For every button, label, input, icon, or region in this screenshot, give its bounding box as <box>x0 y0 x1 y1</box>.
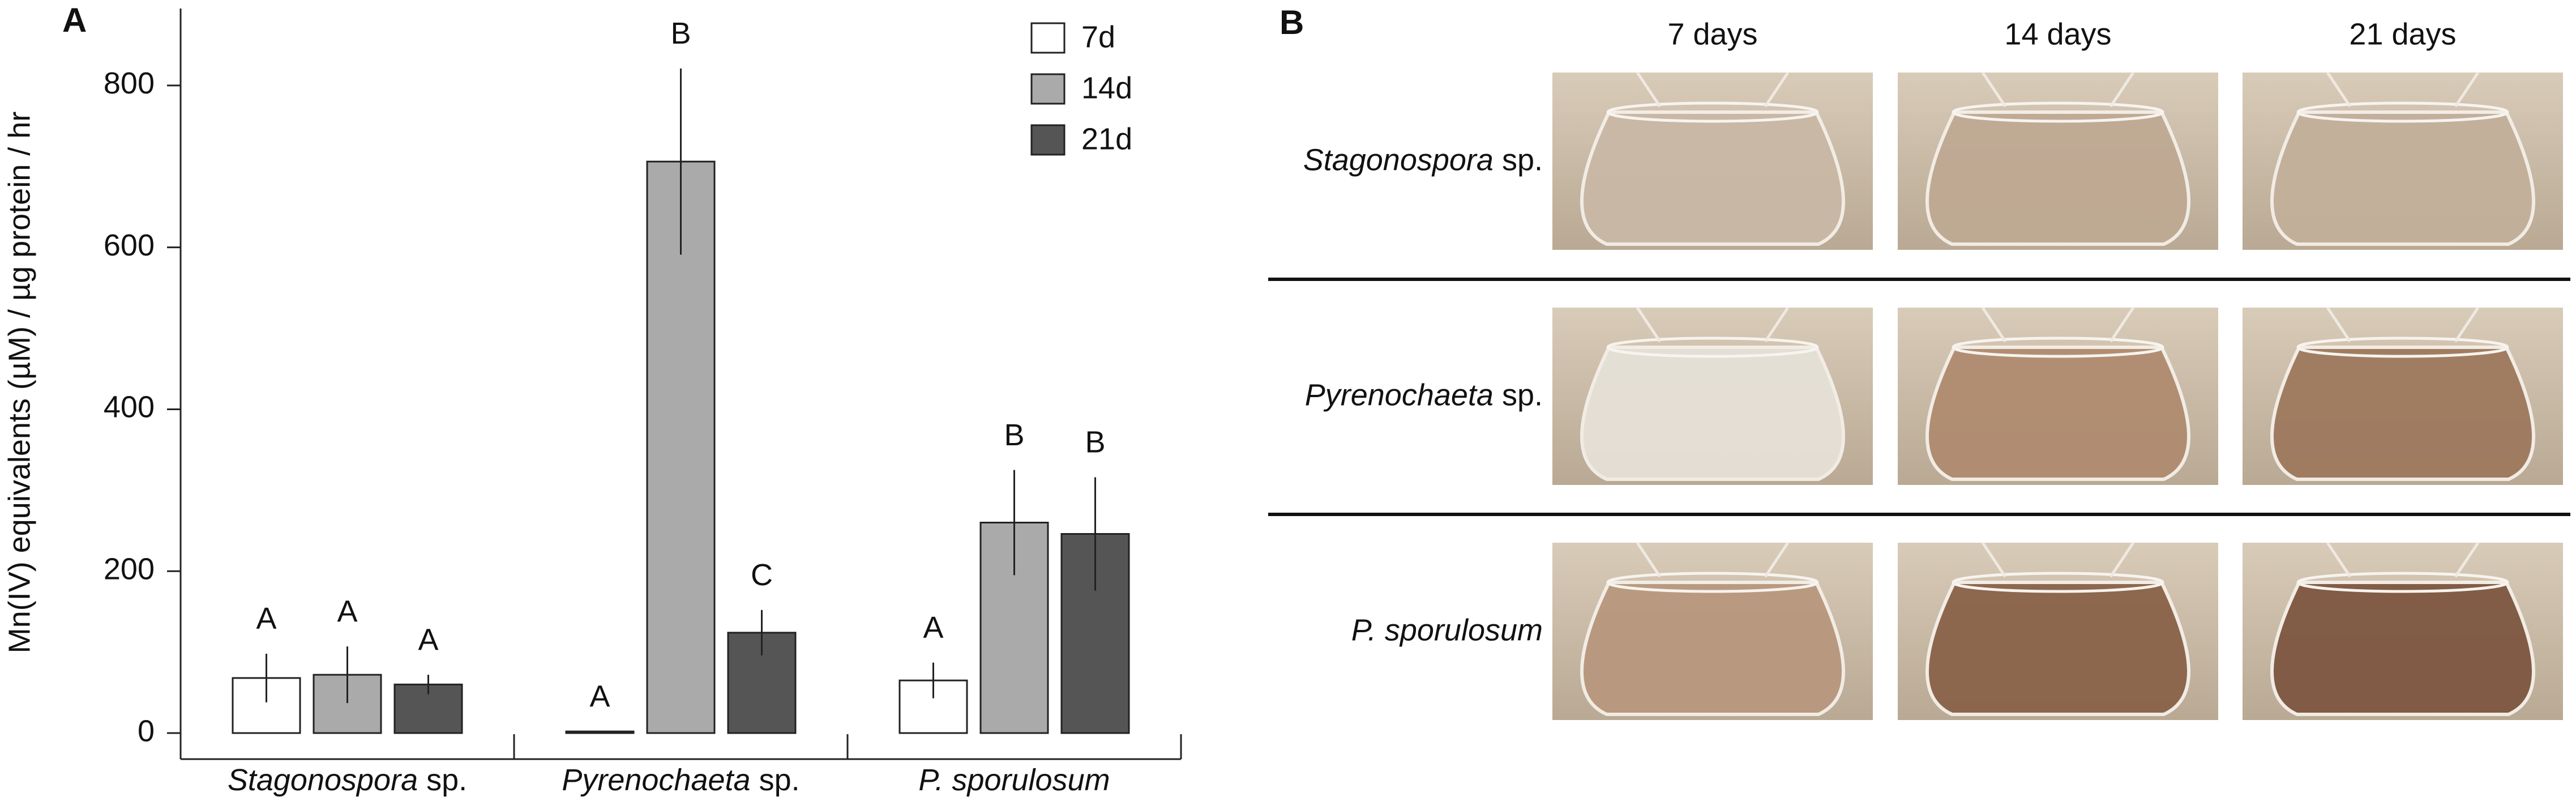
significance-letter: A <box>337 594 357 628</box>
flask-liquid <box>1580 346 1845 481</box>
flask-neck <box>1981 71 2007 108</box>
flask-neck <box>2454 542 2480 578</box>
flask-neck <box>2109 542 2135 578</box>
flask-rim <box>2296 337 2509 358</box>
flask-liquid <box>1925 581 2190 716</box>
flask-neck <box>1981 306 2007 343</box>
flask-neck <box>2326 542 2352 578</box>
flask-neck <box>1764 542 1790 578</box>
flask-rim <box>1952 101 2164 123</box>
legend-swatch <box>1030 22 1066 54</box>
flask-rim <box>1606 572 1819 593</box>
flask-photo <box>1552 306 1873 485</box>
significance-letter: A <box>418 623 438 657</box>
flask-neck <box>1636 306 1662 343</box>
row-label: Stagonospora sp. <box>1303 143 1543 177</box>
panel-label: B <box>1280 3 1304 41</box>
flask-liquid <box>1925 110 2190 246</box>
y-tick-label: 0 <box>138 714 155 748</box>
flask-neck <box>1764 71 1790 108</box>
significance-letter: C <box>751 558 773 592</box>
x-tick-label: P. sporulosum <box>918 763 1110 797</box>
legend-label: 21d <box>1081 122 1132 156</box>
flask-photo <box>1898 306 2218 485</box>
flask-photo <box>2243 542 2563 720</box>
row-label: Pyrenochaeta sp. <box>1305 378 1543 412</box>
flask-liquid <box>2270 110 2535 246</box>
significance-letter: B <box>1085 425 1105 459</box>
significance-letter: B <box>1004 418 1024 452</box>
legend-label: 14d <box>1081 71 1132 105</box>
flask-liquid <box>1580 581 1845 716</box>
flask-liquid <box>2270 346 2535 481</box>
flask-photo <box>1552 542 1873 720</box>
flask-rim <box>1952 337 2164 358</box>
y-tick-label: 400 <box>104 390 155 424</box>
flask-liquid <box>1580 110 1845 246</box>
flask-photo <box>1552 71 1873 250</box>
flask-neck <box>2109 71 2135 108</box>
flask-neck <box>1764 306 1790 343</box>
flask-neck <box>2109 306 2135 343</box>
row-label: P. sporulosum <box>1351 614 1543 648</box>
flask-photo <box>2243 306 2563 485</box>
flask-neck <box>2454 71 2480 108</box>
flask-neck <box>1636 71 1662 108</box>
flask-neck <box>2454 306 2480 343</box>
flask-liquid <box>1925 346 2190 481</box>
column-header: 21 days <box>2349 17 2456 51</box>
flask-rim <box>2296 572 2509 593</box>
panel-label: A <box>62 1 87 39</box>
y-tick-label: 200 <box>104 552 155 586</box>
significance-letter: A <box>256 602 276 636</box>
y-axis-label: Mn(IV) equivalents (µM) / µg protein / h… <box>2 112 36 654</box>
flask-photo <box>1898 71 2218 250</box>
flask-photo <box>2243 71 2563 250</box>
x-tick-label: Pyrenochaeta sp. <box>562 763 799 797</box>
legend-label: 7d <box>1081 20 1115 54</box>
bar <box>565 730 635 734</box>
column-header: 7 days <box>1667 17 1757 51</box>
flask-neck <box>1981 542 2007 578</box>
y-tick-label: 600 <box>104 228 155 262</box>
flask-neck <box>2326 306 2352 343</box>
flask-rim <box>1952 572 2164 593</box>
flask-liquid <box>2270 581 2535 716</box>
flask-neck <box>1636 542 1662 578</box>
flask-rim <box>2296 101 2509 123</box>
significance-letter: A <box>589 679 610 713</box>
flask-rim <box>1606 337 1819 358</box>
significance-letter: A <box>923 611 943 645</box>
bar <box>646 160 716 734</box>
flask-neck <box>2326 71 2352 108</box>
x-tick-label: Stagonospora sp. <box>228 763 467 797</box>
y-tick-label: 800 <box>104 66 155 100</box>
significance-letter: B <box>670 16 691 50</box>
legend-swatch <box>1030 73 1066 105</box>
flask-photo <box>1898 542 2218 720</box>
column-header: 14 days <box>2004 17 2111 51</box>
flask-rim <box>1606 101 1819 123</box>
legend-swatch <box>1030 124 1066 156</box>
